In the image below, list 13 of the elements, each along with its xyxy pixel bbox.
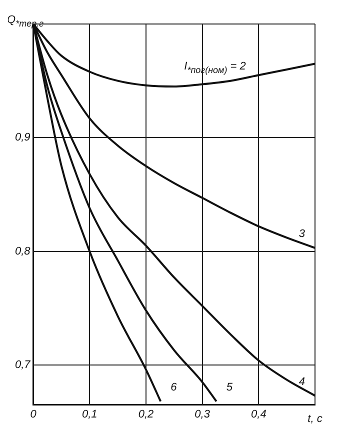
x-tick-label: 0,1	[82, 408, 98, 420]
x-tick-label: 0,4	[251, 408, 266, 420]
y-tick-label: 0,9	[14, 132, 30, 144]
y-tick-label: 0,7	[14, 359, 32, 372]
x-tick-label: 0,2	[138, 408, 154, 420]
series-label: 3	[298, 228, 306, 240]
x-tick-label: 0,3	[194, 408, 211, 420]
series-label: 6	[170, 381, 178, 394]
series-label: 4	[298, 376, 306, 388]
series-label: 5	[226, 381, 234, 394]
x-axis-title: t, c	[308, 412, 323, 425]
y-tick-label: 0,8	[14, 245, 32, 258]
x-tick-label: 0	[30, 408, 38, 420]
